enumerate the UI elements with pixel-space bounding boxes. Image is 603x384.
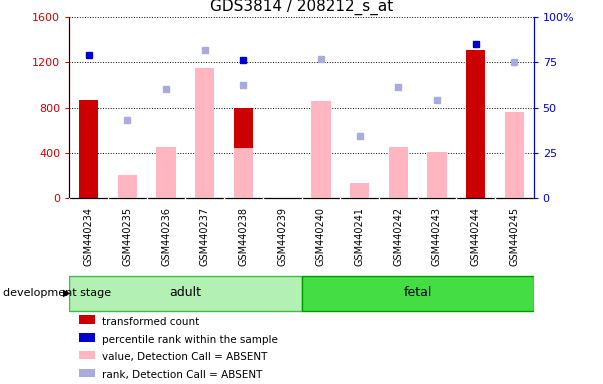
Bar bbox=[156, 147, 175, 198]
Bar bbox=[118, 175, 137, 198]
Text: GSM440244: GSM440244 bbox=[470, 207, 481, 266]
Text: GSM440242: GSM440242 bbox=[393, 207, 403, 266]
Text: development stage: development stage bbox=[3, 288, 111, 298]
Bar bbox=[505, 112, 524, 198]
Bar bbox=[234, 108, 253, 198]
Text: fetal: fetal bbox=[403, 286, 432, 300]
Bar bbox=[69, 276, 302, 311]
Text: GSM440239: GSM440239 bbox=[277, 207, 287, 266]
Text: ▶: ▶ bbox=[63, 288, 71, 298]
Text: GSM440235: GSM440235 bbox=[122, 207, 133, 266]
Text: GSM440237: GSM440237 bbox=[200, 207, 210, 266]
Text: transformed count: transformed count bbox=[102, 317, 199, 327]
Bar bbox=[78, 333, 95, 342]
Bar bbox=[195, 68, 215, 198]
Text: GSM440236: GSM440236 bbox=[161, 207, 171, 266]
Text: GSM440243: GSM440243 bbox=[432, 207, 442, 266]
Text: adult: adult bbox=[169, 286, 201, 300]
Bar bbox=[311, 101, 330, 198]
Bar bbox=[78, 351, 95, 359]
Text: GSM440241: GSM440241 bbox=[355, 207, 365, 266]
Title: GDS3814 / 208212_s_at: GDS3814 / 208212_s_at bbox=[210, 0, 393, 15]
Text: value, Detection Call = ABSENT: value, Detection Call = ABSENT bbox=[102, 353, 267, 362]
Bar bbox=[78, 315, 95, 324]
Text: GSM440238: GSM440238 bbox=[238, 207, 248, 266]
Bar bbox=[388, 147, 408, 198]
Bar bbox=[234, 148, 253, 198]
Bar bbox=[350, 183, 369, 198]
Text: percentile rank within the sample: percentile rank within the sample bbox=[102, 334, 278, 344]
Bar bbox=[466, 50, 485, 198]
Text: GSM440240: GSM440240 bbox=[316, 207, 326, 266]
Bar bbox=[79, 99, 98, 198]
Text: rank, Detection Call = ABSENT: rank, Detection Call = ABSENT bbox=[102, 370, 262, 380]
Text: GSM440234: GSM440234 bbox=[84, 207, 93, 266]
Bar bbox=[428, 152, 447, 198]
Bar bbox=[78, 369, 95, 377]
Bar bbox=[302, 276, 534, 311]
Text: GSM440245: GSM440245 bbox=[510, 207, 519, 266]
